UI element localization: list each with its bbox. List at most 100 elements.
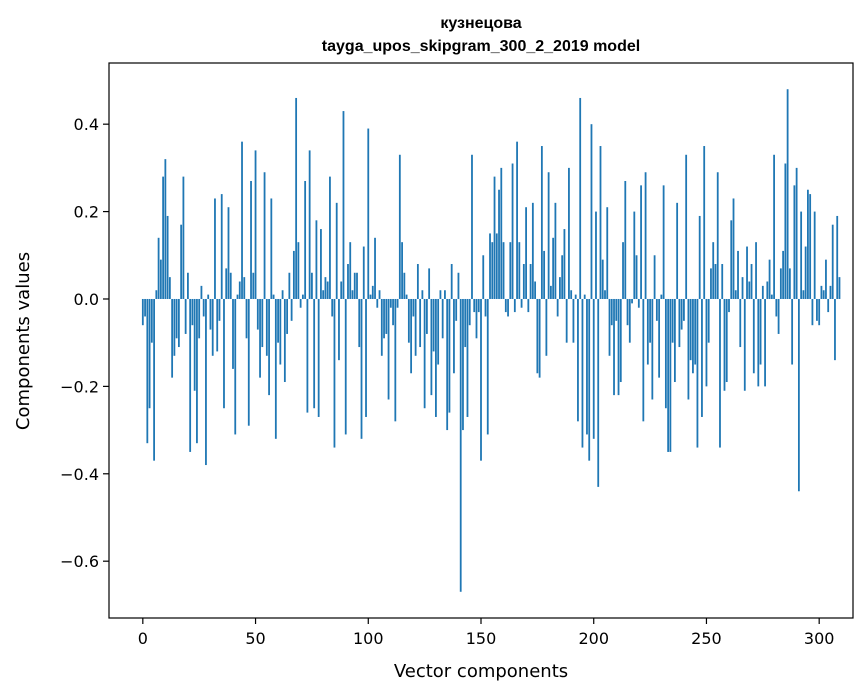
bar (446, 298, 449, 431)
bar (599, 146, 602, 299)
bar (218, 298, 221, 321)
bar (459, 298, 462, 592)
bar (383, 298, 385, 339)
bar (527, 298, 530, 313)
x-axis-ticks: 0 50 100 150 200 250 300 (138, 618, 834, 648)
bar (779, 268, 782, 299)
bar (538, 298, 541, 378)
bar (320, 229, 322, 299)
bar (441, 298, 444, 339)
bar (148, 298, 151, 409)
bar (423, 298, 426, 409)
bar (283, 298, 286, 383)
bar (407, 298, 410, 343)
bar (207, 294, 210, 299)
bar (315, 220, 318, 299)
bar (775, 298, 778, 317)
bar (254, 150, 257, 299)
bar (592, 298, 595, 439)
bar (649, 298, 651, 343)
bar (432, 298, 435, 352)
bar (243, 277, 246, 299)
bar (739, 298, 742, 348)
bar (712, 242, 715, 299)
bar (198, 298, 201, 339)
bar (180, 224, 183, 299)
bar (595, 211, 597, 299)
bar (741, 277, 744, 299)
bar (669, 298, 672, 452)
bar (356, 272, 358, 299)
bar (430, 298, 433, 396)
bar (678, 298, 681, 348)
bar (813, 211, 816, 299)
bar (317, 298, 320, 417)
bar (347, 264, 349, 299)
bar (507, 298, 509, 317)
bar (568, 167, 570, 299)
bar (825, 259, 827, 299)
bar (565, 298, 568, 343)
bar (644, 172, 647, 299)
bar (626, 298, 629, 326)
bar (448, 298, 451, 413)
bar (728, 298, 730, 313)
bar (378, 290, 381, 299)
y-tick-label: 0.2 (74, 203, 99, 222)
bar (579, 97, 582, 299)
bar (770, 294, 773, 299)
bar (664, 298, 667, 409)
bar (297, 242, 300, 299)
bar (671, 298, 674, 343)
y-axis-label: Components values (13, 252, 34, 430)
bar (705, 298, 708, 387)
bar (818, 298, 821, 326)
bar (556, 298, 559, 317)
bar (586, 298, 588, 435)
bar (554, 202, 557, 299)
bar (581, 298, 584, 448)
bar (295, 97, 298, 299)
bar (615, 298, 618, 321)
bar (322, 290, 325, 299)
bar (788, 268, 791, 299)
bar (673, 298, 676, 383)
bar (655, 298, 658, 321)
bar (561, 255, 564, 299)
bar (162, 176, 165, 299)
bar (707, 298, 710, 343)
bar (723, 298, 726, 391)
bar (205, 298, 207, 466)
bar (157, 237, 160, 299)
bar (489, 233, 491, 299)
bar (358, 298, 361, 348)
bar (410, 298, 413, 374)
bar (292, 250, 295, 299)
bar (329, 176, 331, 299)
bar (543, 250, 546, 299)
bar (577, 298, 579, 422)
bar (534, 281, 537, 299)
bar (196, 298, 198, 444)
bar (369, 294, 372, 299)
y-axis-ticks: −0.6 −0.4 −0.2 0.0 0.2 0.4 (60, 115, 109, 571)
bar (601, 259, 604, 299)
bar (703, 146, 706, 299)
bar (245, 298, 248, 339)
bar (281, 290, 284, 299)
bar (793, 185, 796, 299)
bar (389, 298, 392, 308)
bar (214, 198, 216, 299)
bar (719, 298, 721, 448)
bar (392, 298, 394, 326)
bar (171, 298, 174, 378)
bar (353, 272, 356, 299)
bar (631, 298, 633, 304)
bar (290, 298, 293, 321)
bar (807, 189, 809, 299)
bar (340, 281, 343, 299)
bar (385, 298, 388, 334)
bar (200, 285, 203, 299)
bar (516, 141, 518, 299)
bar (464, 298, 467, 348)
